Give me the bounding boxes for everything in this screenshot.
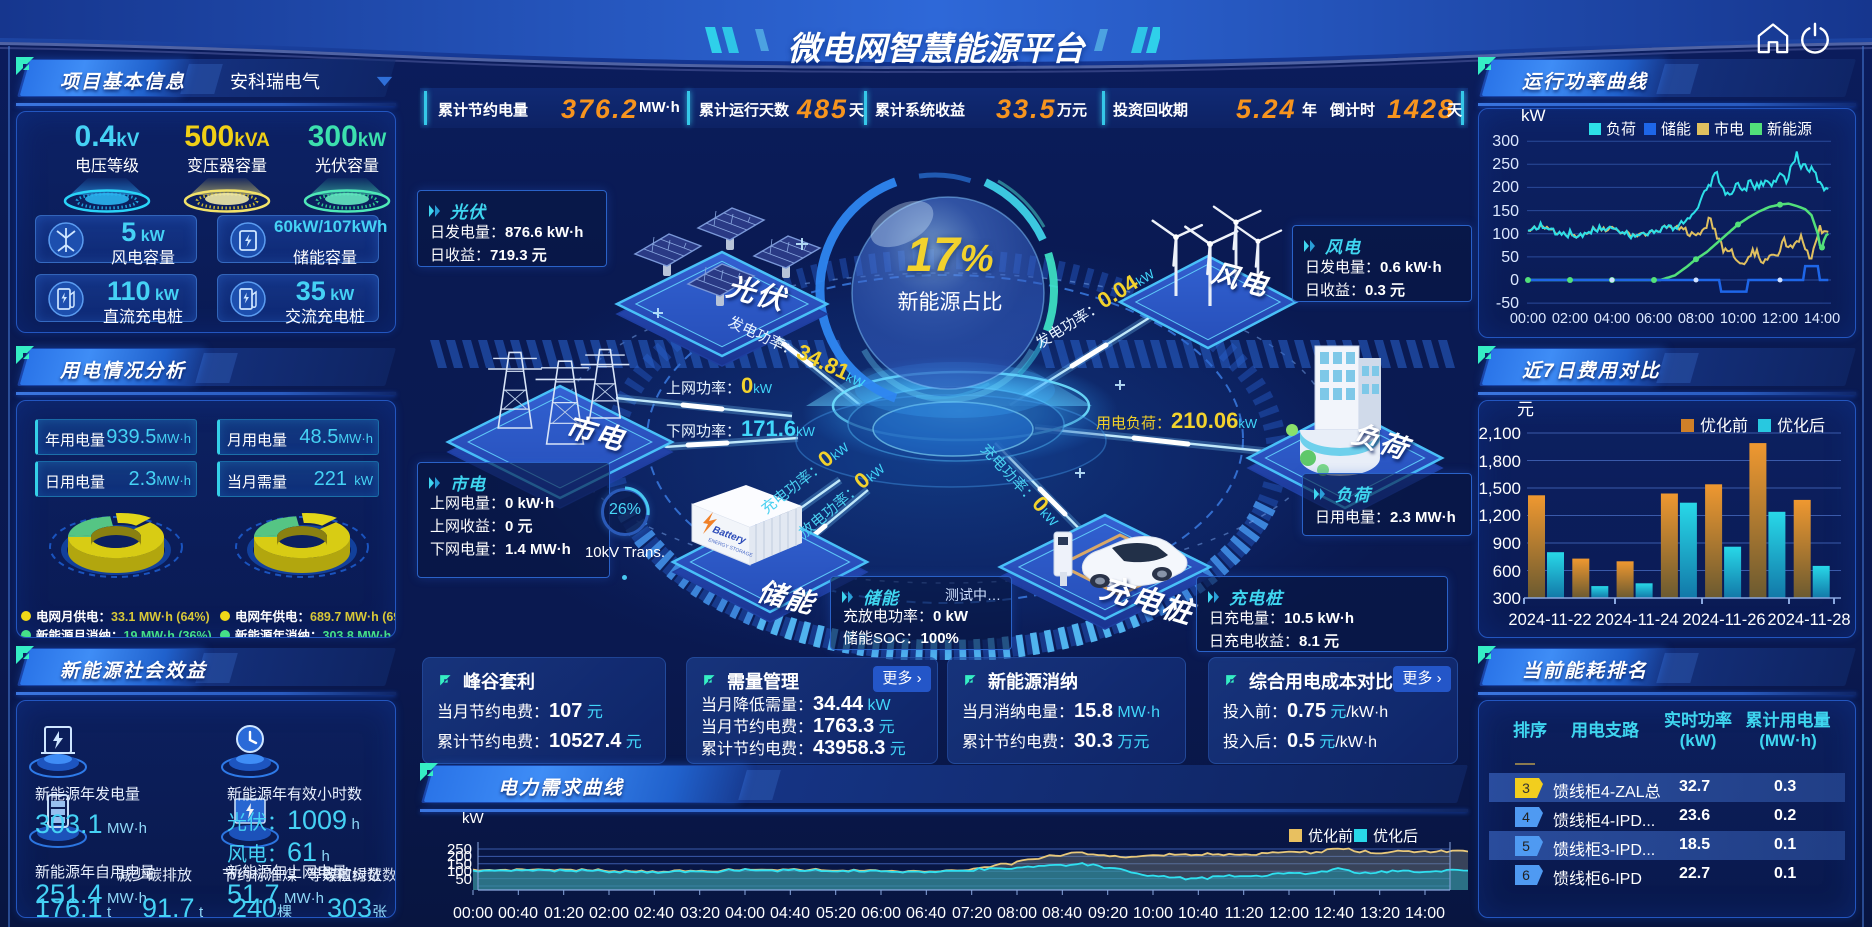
svg-text:07:20: 07:20 xyxy=(952,905,992,922)
svg-text:1,200: 1,200 xyxy=(1479,506,1521,525)
svg-text:新能源: 新能源 xyxy=(1767,121,1812,138)
svg-text:2024-11-28: 2024-11-28 xyxy=(1767,611,1850,629)
svg-text:kW: kW xyxy=(1521,109,1546,125)
svg-text:元: 元 xyxy=(1517,401,1534,419)
svg-text:04:40: 04:40 xyxy=(770,905,810,922)
svg-text:09:20: 09:20 xyxy=(1088,905,1128,922)
svg-text:02:00: 02:00 xyxy=(589,905,629,922)
svg-text:01:20: 01:20 xyxy=(544,905,584,922)
svg-text:04:00: 04:00 xyxy=(1594,311,1630,327)
svg-text:900: 900 xyxy=(1493,534,1521,553)
svg-text:00:40: 00:40 xyxy=(498,905,538,922)
svg-text:02:40: 02:40 xyxy=(634,905,674,922)
svg-text:优化前: 优化前 xyxy=(1308,828,1353,845)
svg-text:250: 250 xyxy=(447,841,472,858)
svg-text:1,500: 1,500 xyxy=(1479,479,1521,498)
svg-text:6: 6 xyxy=(1522,867,1530,883)
svg-text:12:00: 12:00 xyxy=(1762,311,1798,327)
svg-text:优化后: 优化后 xyxy=(1777,417,1825,435)
svg-text:13:20: 13:20 xyxy=(1360,905,1400,922)
svg-text:08:00: 08:00 xyxy=(1678,311,1714,327)
svg-text:kW: kW xyxy=(462,810,485,827)
svg-text:2,100: 2,100 xyxy=(1479,424,1521,443)
svg-text:储能: 储能 xyxy=(1661,121,1691,138)
svg-text:-50: -50 xyxy=(1496,295,1519,312)
svg-text:5: 5 xyxy=(1522,838,1530,854)
svg-text:150: 150 xyxy=(1492,203,1519,220)
svg-text:市电: 市电 xyxy=(1714,121,1744,138)
svg-text:00:00: 00:00 xyxy=(453,905,493,922)
svg-text:2024-11-24: 2024-11-24 xyxy=(1595,611,1678,629)
svg-text:2024-11-26: 2024-11-26 xyxy=(1682,611,1765,629)
svg-text:250: 250 xyxy=(1492,156,1519,173)
svg-text:300: 300 xyxy=(1492,133,1519,150)
svg-text:00:00: 00:00 xyxy=(1510,311,1546,327)
svg-text:200: 200 xyxy=(447,848,472,865)
svg-text:14:00: 14:00 xyxy=(1405,905,1445,922)
svg-text:06:00: 06:00 xyxy=(861,905,901,922)
svg-text:2024-11-22: 2024-11-22 xyxy=(1508,611,1591,629)
svg-text:50: 50 xyxy=(1501,249,1519,266)
svg-text:05:20: 05:20 xyxy=(816,905,856,922)
svg-text:08:00: 08:00 xyxy=(997,905,1037,922)
svg-text:03:20: 03:20 xyxy=(680,905,720,922)
svg-text:3: 3 xyxy=(1522,780,1530,796)
svg-text:4: 4 xyxy=(1522,809,1530,825)
svg-text:11:20: 11:20 xyxy=(1225,905,1264,922)
svg-text:1,800: 1,800 xyxy=(1479,452,1521,471)
svg-text:10:40: 10:40 xyxy=(1178,905,1218,922)
svg-text:150: 150 xyxy=(447,856,472,873)
svg-text:10:00: 10:00 xyxy=(1133,905,1173,922)
svg-text:10:00: 10:00 xyxy=(1720,311,1756,327)
svg-text:200: 200 xyxy=(1492,179,1519,196)
svg-text:300: 300 xyxy=(1493,589,1521,608)
svg-text:06:00: 06:00 xyxy=(1636,311,1672,327)
svg-text:04:00: 04:00 xyxy=(725,905,765,922)
svg-text:优化前: 优化前 xyxy=(1700,417,1748,435)
svg-text:600: 600 xyxy=(1493,562,1521,581)
svg-text:02:00: 02:00 xyxy=(1552,311,1588,327)
svg-text:12:40: 12:40 xyxy=(1314,905,1354,922)
svg-text:06:40: 06:40 xyxy=(906,905,946,922)
svg-text:优化后: 优化后 xyxy=(1373,828,1418,845)
svg-text:负荷: 负荷 xyxy=(1606,121,1636,138)
svg-text:0: 0 xyxy=(1510,272,1519,289)
svg-text:08:40: 08:40 xyxy=(1042,905,1082,922)
svg-text:12:00: 12:00 xyxy=(1269,905,1309,922)
svg-text:50: 50 xyxy=(455,871,472,888)
svg-text:100: 100 xyxy=(1492,226,1519,243)
svg-text:100: 100 xyxy=(447,863,472,880)
svg-text:14:00: 14:00 xyxy=(1804,311,1840,327)
